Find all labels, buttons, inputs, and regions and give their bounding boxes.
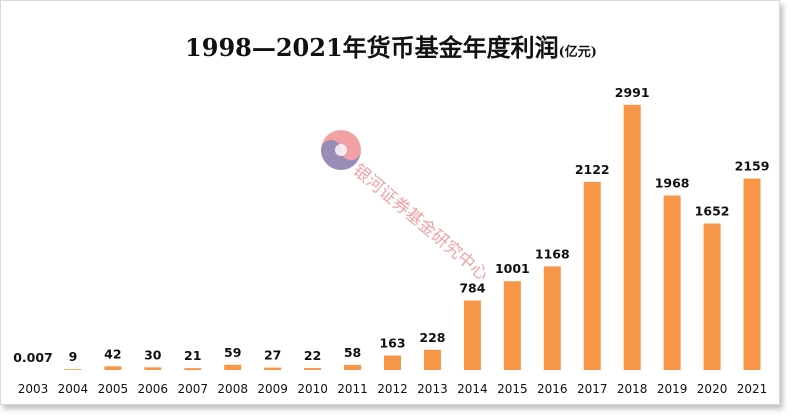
x-tick-2004: 2004 (58, 382, 89, 396)
data-label-2003: 0.007 (13, 350, 53, 365)
data-label-2011: 58 (344, 345, 361, 360)
bar-2018 (623, 104, 641, 371)
data-label-2020: 1652 (695, 204, 730, 219)
data-label-2013: 228 (419, 330, 445, 345)
bar-2008 (224, 364, 242, 370)
bar-2021 (743, 178, 761, 370)
chart-frame: 1998—2021年货币基金年度利润(亿元) (0, 0, 780, 405)
x-tick-2009: 2009 (257, 382, 288, 396)
x-tick-2015: 2015 (497, 382, 528, 396)
data-label-2006: 30 (144, 347, 162, 362)
bar-2013 (423, 349, 441, 370)
bar-2014 (463, 300, 481, 370)
x-tick-2003: 2003 (18, 382, 49, 396)
data-label-2016: 1168 (535, 246, 570, 261)
data-label-2021: 2159 (735, 159, 770, 174)
x-tick-2013: 2013 (417, 382, 448, 396)
data-label-2015: 1001 (495, 261, 530, 276)
bar-2011 (344, 364, 362, 370)
bars (64, 104, 761, 371)
bar-2010 (304, 368, 322, 370)
data-label-2018: 2991 (615, 85, 650, 100)
x-tick-2008: 2008 (217, 382, 248, 396)
galaxy-securities-logo (321, 130, 361, 170)
data-label-2014: 784 (459, 280, 485, 295)
x-tick-2007: 2007 (177, 382, 208, 396)
bar-2015 (503, 281, 521, 370)
data-label-2009: 27 (264, 348, 281, 363)
bar-2005 (104, 366, 122, 370)
data-label-2007: 21 (184, 348, 201, 363)
data-label-2004: 9 (69, 349, 78, 364)
bar-2017 (583, 181, 601, 370)
x-tick-2010: 2010 (297, 382, 328, 396)
bar-2007 (184, 368, 202, 370)
x-tick-2014: 2014 (457, 382, 488, 396)
chart-title-main: 1998—2021年货币基金年度利润 (185, 33, 559, 62)
x-tick-2019: 2019 (657, 382, 688, 396)
data-label-2017: 2122 (575, 162, 610, 177)
data-label-2012: 163 (379, 336, 405, 351)
bar-2019 (663, 195, 681, 370)
x-tick-2012: 2012 (377, 382, 408, 396)
data-label-2010: 22 (304, 348, 321, 363)
x-tick-2006: 2006 (138, 382, 169, 396)
chart-title: 1998—2021年货币基金年度利润(亿元) (1, 28, 781, 63)
data-label-2008: 59 (224, 345, 241, 360)
watermark-text: 银河证券基金研究中心 (349, 161, 492, 286)
watermark: 银河证券基金研究中心 (321, 130, 492, 285)
x-tick-2005: 2005 (98, 382, 129, 396)
x-tick-2016: 2016 (537, 382, 568, 396)
x-tick-2020: 2020 (697, 382, 728, 396)
bar-2004 (64, 369, 82, 370)
bar-2006 (144, 367, 162, 370)
bar-2020 (703, 223, 721, 370)
x-tick-2011: 2011 (337, 382, 368, 396)
x-tick-2017: 2017 (577, 382, 608, 396)
chart-title-unit: (亿元) (558, 45, 597, 60)
x-tick-2018: 2018 (617, 382, 648, 396)
x-tick-2021: 2021 (737, 382, 768, 396)
bar-2009 (264, 367, 282, 370)
x-tick-labels: 2003 2004 2005 2006 2007 2008 2009 2010 2011 2012… (18, 382, 768, 396)
data-label-2005: 42 (104, 346, 121, 361)
data-label-2019: 1968 (655, 176, 690, 191)
bar-2012 (384, 355, 401, 370)
bar-2016 (543, 266, 561, 370)
